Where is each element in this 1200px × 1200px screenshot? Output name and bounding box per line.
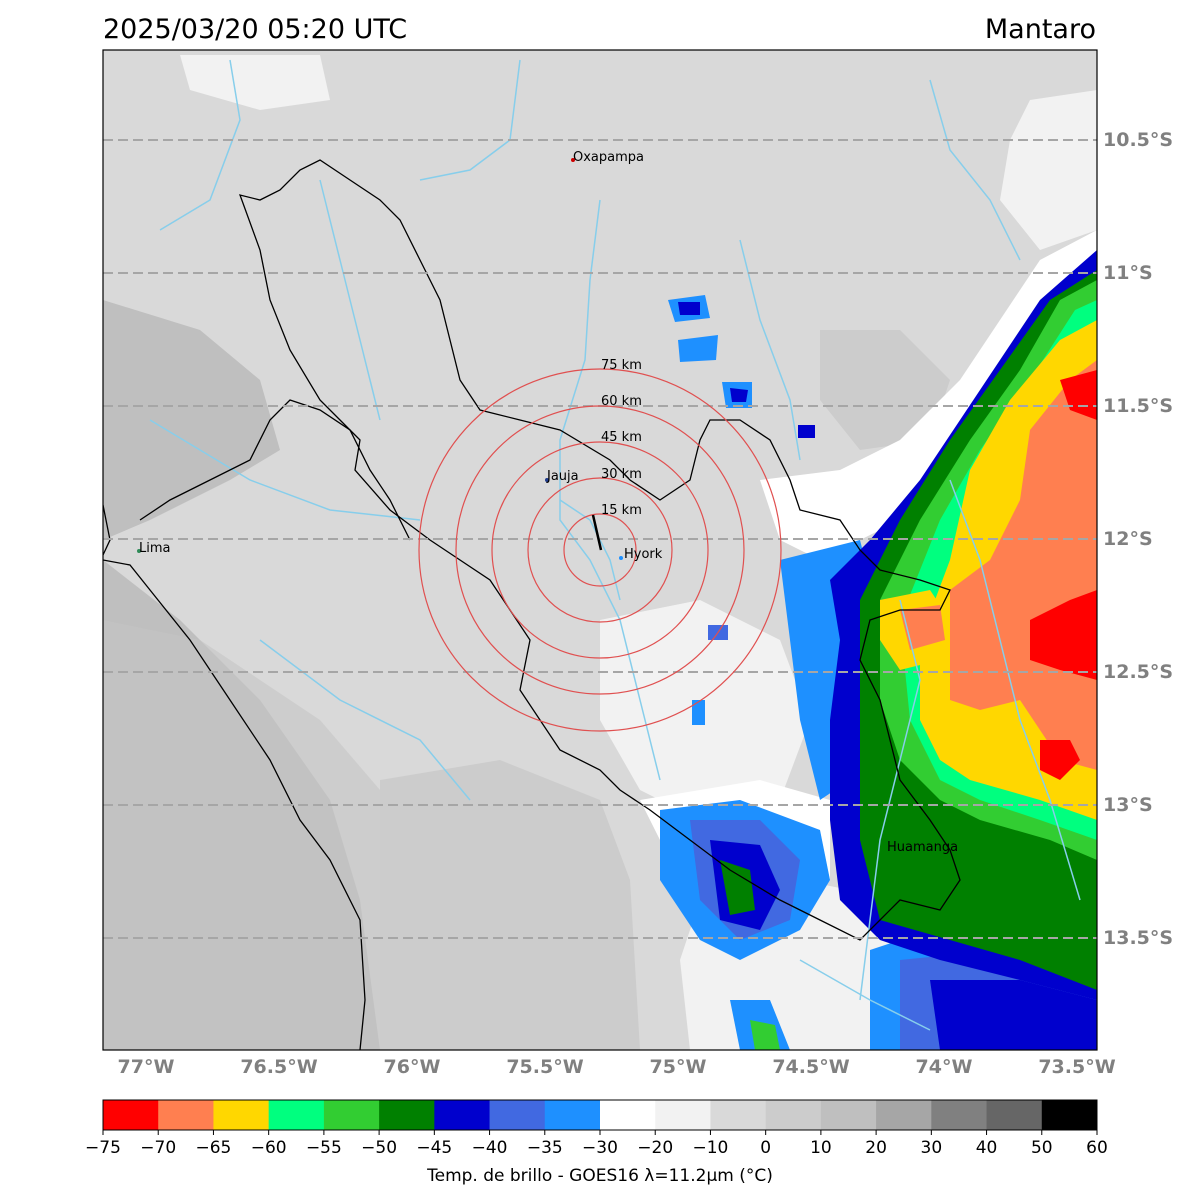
longitude-labels: 77°W 76.5°W 76°W 75.5°W 75°W 74.5°W 74°W… bbox=[118, 1056, 1116, 1078]
colorbar-tick-label: −20 bbox=[637, 1138, 673, 1158]
colorbar-tick-label: −40 bbox=[472, 1138, 508, 1158]
colorbar-swatch bbox=[655, 1100, 711, 1130]
lat-label: 10.5°S bbox=[1103, 129, 1173, 151]
timestamp-title: 2025/03/20 05:20 UTC bbox=[103, 14, 408, 45]
colorbar-swatch bbox=[1041, 1100, 1098, 1130]
colorbar-swatch bbox=[600, 1100, 656, 1130]
radar-beam-marker bbox=[591, 514, 603, 551]
colorbar-swatch bbox=[765, 1100, 822, 1130]
colorbar-label: Temp. de brillo - GOES16 λ=11.2μm (°C) bbox=[426, 1166, 773, 1186]
hyork-marker bbox=[619, 556, 623, 560]
lat-label: 11.5°S bbox=[1103, 395, 1173, 417]
colorbar-swatch bbox=[434, 1100, 491, 1130]
lat-label: 13°S bbox=[1103, 794, 1153, 816]
colorbar-swatch bbox=[931, 1100, 988, 1130]
ring-label-60km: 60 km bbox=[601, 394, 642, 409]
city-lima: Lima bbox=[139, 541, 170, 556]
colorbar-tick-label: −60 bbox=[251, 1138, 287, 1158]
coastline bbox=[103, 559, 366, 1050]
lat-label: 11°S bbox=[1103, 262, 1153, 284]
colorbar-swatch bbox=[379, 1100, 435, 1130]
oxapampa-marker bbox=[571, 158, 575, 162]
boundaries bbox=[103, 159, 961, 1050]
lon-label: 76°W bbox=[384, 1056, 441, 1078]
ring-45km bbox=[491, 441, 709, 659]
jauja-marker bbox=[545, 478, 549, 482]
colorbar-tick-label: 10 bbox=[810, 1138, 832, 1158]
colorbar-swatch bbox=[213, 1100, 270, 1130]
colorbar-swatch bbox=[489, 1100, 546, 1130]
city-huamanga: Huamanga bbox=[887, 840, 958, 855]
colorbar-swatch bbox=[876, 1100, 932, 1130]
colorbar-swatch bbox=[820, 1100, 877, 1130]
lon-label: 74°W bbox=[916, 1056, 973, 1078]
basin-boundary bbox=[238, 159, 961, 941]
city-hyork: Hyork bbox=[624, 547, 663, 562]
colorbar-tick-label: −10 bbox=[692, 1138, 728, 1158]
lat-label: 12.5°S bbox=[1103, 661, 1173, 683]
colorbar-tick-label: −70 bbox=[140, 1138, 176, 1158]
map-frame bbox=[102, 49, 1098, 1051]
ring-30km bbox=[527, 477, 673, 623]
colorbar-tick-label: 30 bbox=[921, 1138, 943, 1158]
colorbar-tick-label: −65 bbox=[195, 1138, 231, 1158]
colorbar-tick-label: −50 bbox=[361, 1138, 397, 1158]
colorbar-tick-label: 0 bbox=[760, 1138, 771, 1158]
ring-label-75km: 75 km bbox=[601, 358, 642, 373]
lon-label: 75.5°W bbox=[506, 1056, 583, 1078]
colorbar-swatch bbox=[323, 1100, 380, 1130]
city-oxapampa: Oxapampa bbox=[573, 150, 644, 165]
colorbar: −75 −70 −65 −60 −55 −50 −45 −40 −35 −30 −20 −10 0 10 2… bbox=[85, 1100, 1108, 1158]
rivers bbox=[149, 59, 1081, 1031]
range-rings bbox=[418, 368, 782, 732]
colorbar-tick-label: −75 bbox=[85, 1138, 121, 1158]
lon-label: 75°W bbox=[650, 1056, 707, 1078]
colorbar-tick-label: −45 bbox=[416, 1138, 452, 1158]
lat-label: 13.5°S bbox=[1103, 927, 1173, 949]
colorbar-tick-label: 20 bbox=[865, 1138, 887, 1158]
ring-label-15km: 15 km bbox=[601, 503, 642, 518]
colorbar-swatch bbox=[710, 1100, 767, 1130]
colorbar-tick-label: 50 bbox=[1031, 1138, 1053, 1158]
ring-60km bbox=[455, 405, 745, 695]
ring-label-45km: 45 km bbox=[601, 430, 642, 445]
city-jauja: Jauja bbox=[546, 469, 579, 484]
colorbar-tick-label: −55 bbox=[306, 1138, 342, 1158]
latitude-labels: 10.5°S 11°S 11.5°S 12°S 12.5°S 13°S 13.5… bbox=[1103, 129, 1173, 949]
colorbar-swatch bbox=[986, 1100, 1043, 1130]
ring-15km bbox=[563, 513, 637, 587]
colorbar-tick-label: 60 bbox=[1086, 1138, 1108, 1158]
satellite-layer bbox=[103, 50, 1097, 1050]
lon-label: 73.5°W bbox=[1038, 1056, 1115, 1078]
colorbar-frame bbox=[102, 1099, 1098, 1131]
lon-label: 74.5°W bbox=[772, 1056, 849, 1078]
colorbar-swatch bbox=[103, 1100, 159, 1130]
colorbar-swatch bbox=[158, 1100, 214, 1130]
lon-label: 77°W bbox=[118, 1056, 175, 1078]
lat-label: 12°S bbox=[1103, 528, 1153, 550]
colorbar-tick-label: −35 bbox=[527, 1138, 563, 1158]
region-title: Mantaro bbox=[984, 14, 1096, 45]
ring-label-30km: 30 km bbox=[601, 467, 642, 482]
lon-label: 76.5°W bbox=[240, 1056, 317, 1078]
colorbar-tick-label: 40 bbox=[976, 1138, 998, 1158]
lima-marker bbox=[137, 549, 141, 553]
colorbar-tick-label: −30 bbox=[582, 1138, 618, 1158]
colorbar-swatch bbox=[268, 1100, 325, 1130]
colorbar-swatch bbox=[544, 1100, 601, 1130]
ring-75km bbox=[418, 368, 782, 732]
